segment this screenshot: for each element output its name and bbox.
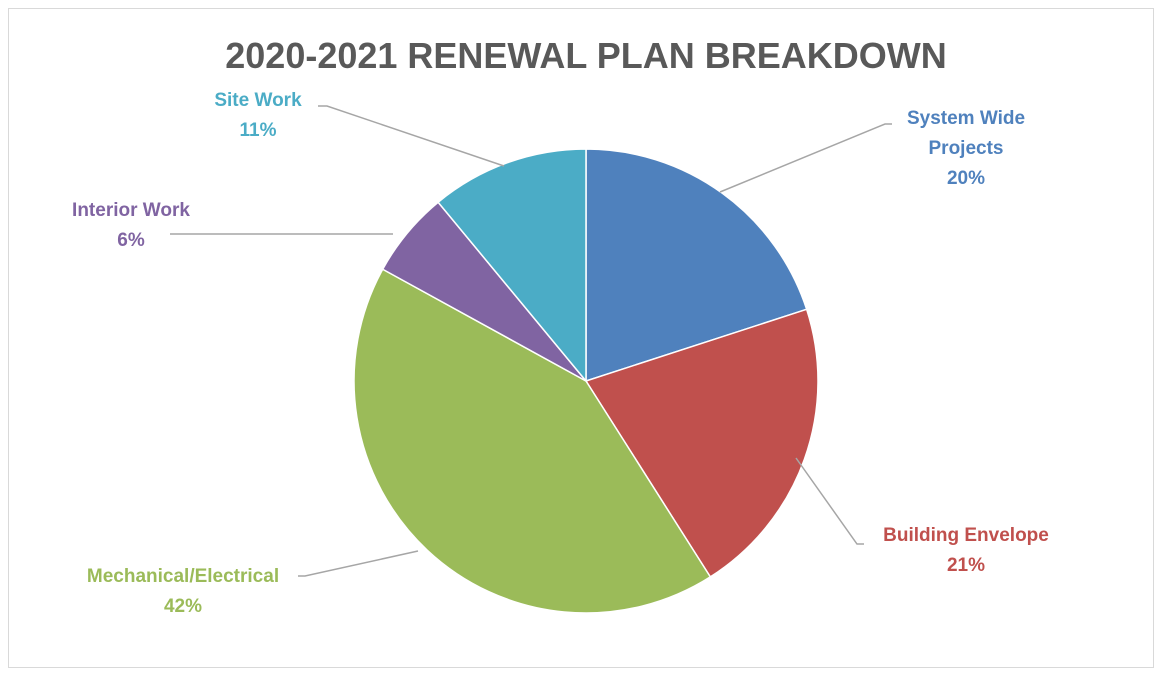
slice-labels: System Wide Projects 20% Building Envelope 2… bbox=[72, 90, 1049, 617]
leader-line-mechanical-electrical bbox=[298, 550, 419, 577]
leader-line-building-envelope bbox=[795, 457, 864, 545]
slice-value-system-wide-projects: 20% bbox=[947, 168, 985, 189]
slice-label-site-work: Site Work 11% bbox=[214, 90, 302, 141]
pie-slice-system-wide-projects bbox=[585, 148, 808, 383]
slice-label-building-envelope: Building Envelope 21% bbox=[883, 525, 1049, 576]
pie-slice-mechanical-electrical bbox=[353, 268, 712, 614]
slice-name-site-work: Site Work bbox=[214, 90, 302, 111]
slice-name-interior-work: Interior Work bbox=[72, 200, 190, 221]
leader-line-site-work bbox=[318, 105, 505, 167]
slice-name-system-wide-projects: System Wide bbox=[907, 108, 1025, 129]
leader-line-system-wide-projects bbox=[719, 123, 892, 193]
pie-slices bbox=[353, 148, 819, 614]
pie-slice-building-envelope bbox=[584, 308, 819, 578]
slice-name-building-envelope: Building Envelope bbox=[883, 525, 1049, 546]
slice-value-site-work: 11% bbox=[240, 120, 277, 141]
slice-name-system-wide-projects: Projects bbox=[929, 138, 1004, 159]
chart-title: 2020-2021 RENEWAL PLAN BREAKDOWN bbox=[225, 35, 947, 76]
slice-label-system-wide-projects: System Wide Projects 20% bbox=[907, 108, 1025, 189]
slice-label-mechanical-electrical: Mechanical/Electrical 42% bbox=[87, 566, 279, 617]
slice-name-mechanical-electrical: Mechanical/Electrical bbox=[87, 566, 279, 587]
leader-lines bbox=[170, 105, 892, 577]
pie-slice-site-work bbox=[437, 148, 587, 384]
slice-value-building-envelope: 21% bbox=[947, 555, 985, 576]
slice-label-interior-work: Interior Work 6% bbox=[72, 200, 190, 251]
slice-value-mechanical-electrical: 42% bbox=[164, 596, 202, 617]
slice-value-interior-work: 6% bbox=[117, 230, 145, 251]
